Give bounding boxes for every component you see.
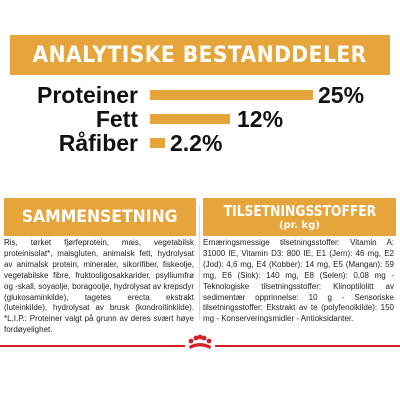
composition-header: SAMMENSETNING <box>4 198 196 236</box>
additives-title: TILSETNINGSSTOFFER <box>223 202 376 220</box>
analysis-value-fat: 12% <box>237 106 284 132</box>
column-divider <box>199 205 200 320</box>
composition-text: Ris, tørket fjørfeprotein, mais, vegetab… <box>4 238 194 335</box>
analysis-value-fiber: 2.2% <box>170 130 223 156</box>
analysis-row-fiber: Råfiber 2.2% <box>0 128 400 158</box>
analysis-value-protein: 25% <box>318 82 365 108</box>
additives-subtitle: (pr. kg) <box>279 220 320 231</box>
analytical-header-title: ANALYTISKE BESTANDDELER <box>32 42 368 68</box>
royal-canin-crown-icon <box>185 333 215 353</box>
analysis-label-fat: Fett <box>95 106 138 132</box>
additives-text: Ernæringsmessige tilsetningsstoffer: Vit… <box>203 238 394 324</box>
analysis-bar-fat <box>150 114 230 124</box>
composition-title: SAMMENSETNING <box>22 207 178 227</box>
analytical-header-banner: ANALYTISKE BESTANDDELER <box>10 35 390 75</box>
analysis-row-fat: Fett 12% <box>0 104 400 134</box>
analysis-label-fiber: Råfiber <box>58 130 138 156</box>
analysis-row-protein: Proteiner 25% <box>0 80 400 110</box>
additives-header: TILSETNINGSSTOFFER (pr. kg) <box>203 198 396 236</box>
analysis-label-protein: Proteiner <box>37 82 138 108</box>
analysis-bar-protein <box>150 90 313 100</box>
analysis-bar-fiber <box>150 138 165 148</box>
